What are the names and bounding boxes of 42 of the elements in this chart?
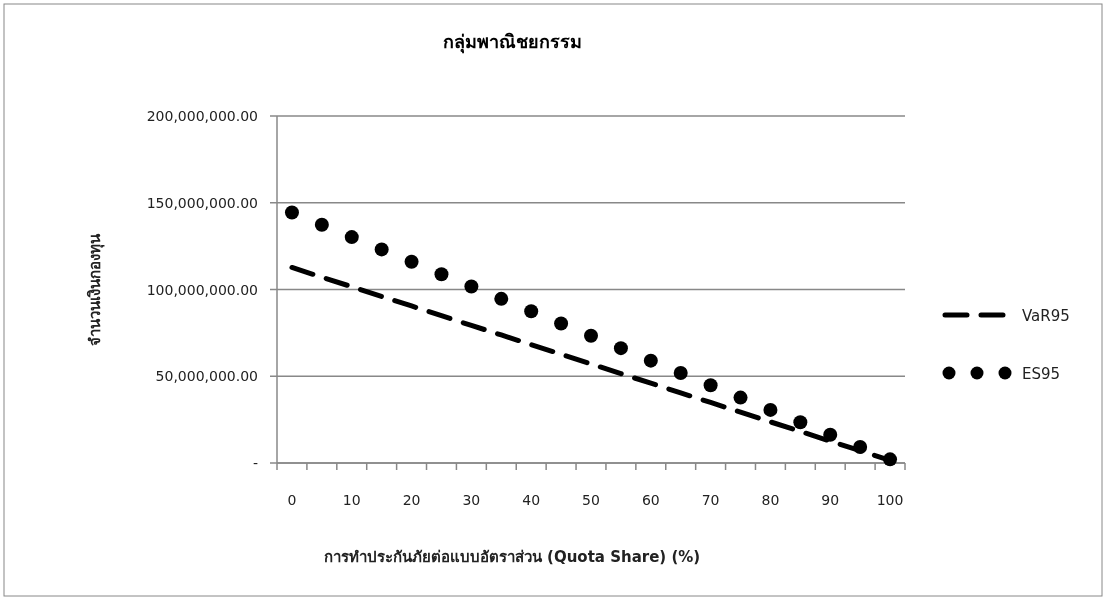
point xyxy=(314,217,329,232)
point xyxy=(793,415,808,430)
legend-label: VaR95 xyxy=(1022,307,1070,325)
point xyxy=(733,390,748,405)
y-tick-label: 50,000,000.00 xyxy=(155,368,258,385)
point xyxy=(823,427,838,442)
x-axis-title: การทำประกันภัยต่อแบบอัตราส่วน (Quota Share) (%) xyxy=(323,548,701,566)
y-tick-label: 100,000,000.00 xyxy=(146,281,258,298)
point xyxy=(524,304,539,319)
y-tick-label: - xyxy=(252,455,258,471)
y-tick-label: 150,000,000.00 xyxy=(146,194,258,211)
point xyxy=(584,328,598,343)
point xyxy=(613,341,628,356)
x-tick-label: 70 xyxy=(701,492,720,508)
x-tick-label: 80 xyxy=(761,492,780,508)
point xyxy=(434,267,449,282)
legend-label: ES95 xyxy=(1022,365,1061,383)
x-tick-label: 50 xyxy=(582,492,600,508)
x-tick-label: 10 xyxy=(342,492,361,508)
point xyxy=(554,316,569,331)
x-tick-label: 40 xyxy=(522,492,541,508)
point xyxy=(494,291,509,306)
point xyxy=(883,452,898,467)
point xyxy=(344,230,359,245)
point xyxy=(374,242,389,257)
point xyxy=(404,254,419,269)
y-tick-label: 200,000,000.00 xyxy=(146,108,258,124)
x-tick-label: 90 xyxy=(821,492,840,508)
x-tick-label: 60 xyxy=(641,492,660,508)
point xyxy=(673,365,688,380)
x-tick-label: 20 xyxy=(402,492,421,508)
chart-title: กลุ่มพาณิชยกรรม xyxy=(442,31,582,54)
x-tick-label: 30 xyxy=(462,492,481,508)
point xyxy=(853,440,868,455)
point xyxy=(763,402,778,417)
point xyxy=(464,279,479,294)
x-tick-label: 0 xyxy=(287,492,297,508)
y-axis-title: จำนวนเงินกองทุน xyxy=(86,233,105,346)
point xyxy=(703,378,718,393)
point xyxy=(643,353,658,368)
x-tick-label: 100 xyxy=(876,492,904,508)
point xyxy=(284,205,299,220)
